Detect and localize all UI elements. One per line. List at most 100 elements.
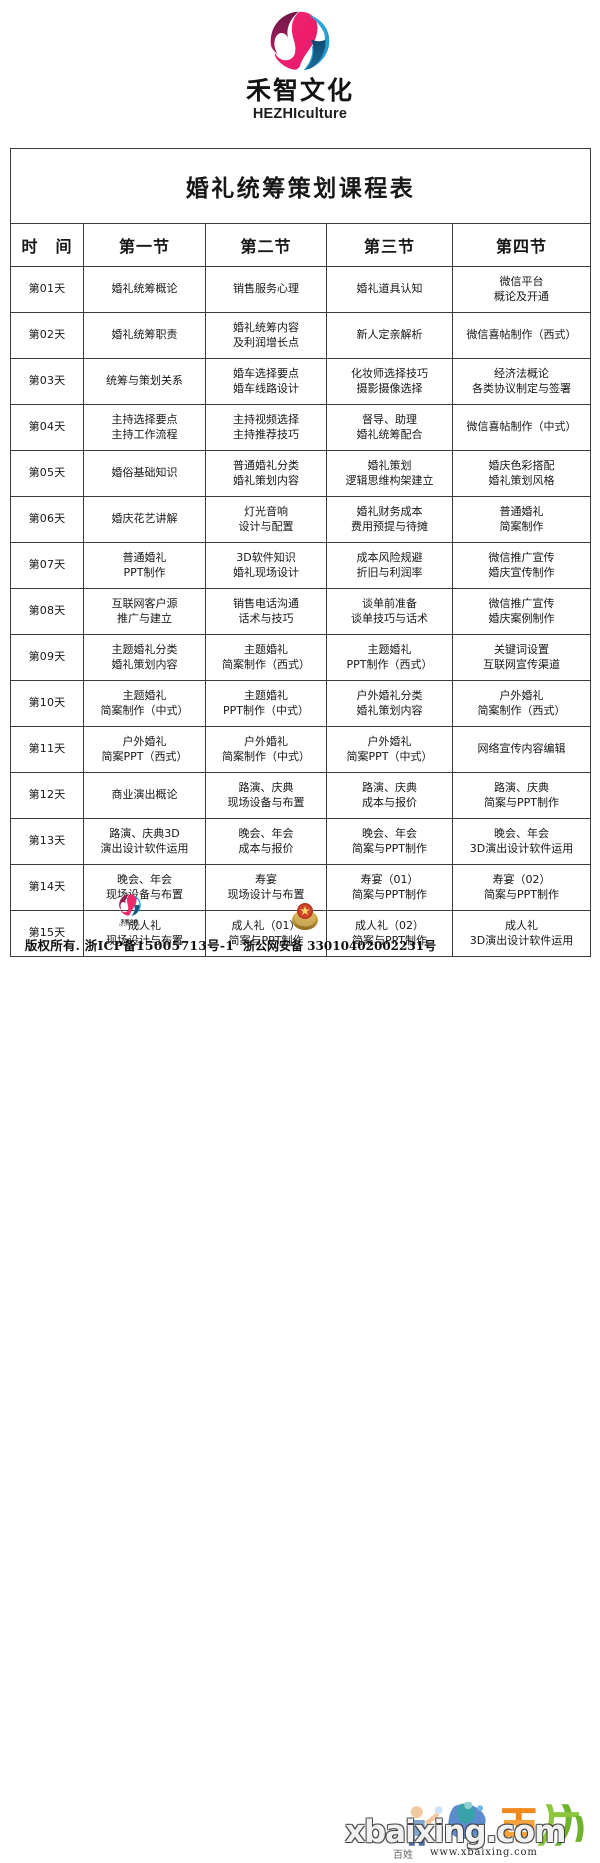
course-cell-text: 婚庆花艺讲解 [111,512,178,526]
course-cell: 路演、庆典 现场设备与布置 [205,772,327,819]
course-cell: 婚礼道具认知 [326,266,453,313]
copyright-text: 版权所有. 浙ICP备15005713号-1 [24,938,235,954]
course-cell-text: 婚礼统筹职责 [111,328,178,342]
course-cell: 路演、庆典 简案与PPT制作 [452,772,591,819]
course-cell-text: 婚礼统筹内容 及利润增长点 [233,320,299,349]
watermark-cn-label: 百姓 [393,1850,413,1861]
table-row: 第07天 普通婚礼 PPT制作 3D软件知识 婚礼现场设计 成本风险规避 折旧与利润率… [10,542,591,589]
course-cell-text: 成人礼（02） 简案与PPT制作 [352,918,427,947]
course-cell-text: 商业演出概论 [111,788,178,802]
table-row: 第13天 路演、庆典3D 演出设计软件运用 晚会、年会 成本与报价 晚会、年会 简案与… [10,818,591,865]
day-label: 第06天 [10,496,84,543]
course-cell-text: 普通婚礼 PPT制作 [122,550,167,579]
day-label: 第07天 [10,542,84,589]
course-cell: 普通婚礼分类 婚礼策划内容 [205,450,327,497]
course-cell: 寿宴（01） 简案与PPT制作 [326,864,453,911]
course-cell-text: 主持选择要点 主持工作流程 [111,412,178,441]
course-cell: 主题婚礼 简案制作（中式） [83,680,206,727]
course-cell: 户外婚礼 简案制作（中式） [205,726,327,773]
course-cell-text: 寿宴（02） 简案与PPT制作 [484,872,559,901]
course-cell-text: 互联网客户源 推广与建立 [111,596,178,625]
course-cell-text: 婚礼道具认知 [356,282,423,296]
table-row: 第06天 婚庆花艺讲解 灯光音响 设计与配置 婚礼财务成本 费用预提与待摊 普通婚礼 简… [10,496,591,543]
course-schedule-sheet: 婚礼统筹策划课程表 时 间第一节 第二节 第三节 第四节 第01天 婚礼统筹概论 销售服务心… [10,148,591,957]
course-cell: 婚庆花艺讲解 [83,496,206,543]
table-row: 第10天 主题婚礼 简案制作（中式） 主题婚礼 PPT制作（中式） 户外婚礼分类 婚礼… [10,680,591,727]
course-cell: 灯光音响 设计与配置 [205,496,327,543]
course-cell: 经济法概论 各类协议制定与签署 [452,358,591,405]
table-row: 第15天 成人礼 现场设计与布置 成人礼（01） 简案与PPT制作 成人礼（02） 简… [10,910,591,957]
course-cell: 婚礼统筹内容 及利润增长点 [205,312,327,359]
course-cell-text: 微信喜帖制作（西式） [466,328,577,342]
brand-name-cn: 禾智文化 [245,76,354,105]
footer-logo-name-cn: 禾智文化 [120,919,139,924]
course-cell-text: 晚会、年会 简案与PPT制作 [352,826,427,855]
course-cell-text: 网络宣传内容编辑 [477,742,566,756]
course-cell-text: 户外婚礼 简案PPT（中式） [346,734,433,763]
course-cell: 互联网客户源 推广与建立 [83,588,206,635]
course-cell: 户外婚礼 简案PPT（西式） [83,726,206,773]
hezhi-swirl-logo-icon [117,892,143,918]
course-cell-text: 主题婚礼 简案制作（中式） [100,688,189,717]
day-label: 第03天 [10,358,84,405]
course-cell: 婚俗基础知识 [83,450,206,497]
course-cell-text: 主题婚礼 PPT制作（西式） [346,642,433,671]
course-cell: 化妆师选择技巧 摄影摄像选择 [326,358,453,405]
course-cell: 主题婚礼 PPT制作（西式） [326,634,453,681]
site-watermark: 百姓 xbaixing.com www.xbaixing.com [345,1802,595,1863]
day-label: 第12天 [10,772,84,819]
course-cell: 晚会、年会 简案与PPT制作 [326,818,453,865]
day-label: 第14天 [10,864,84,911]
table-row: 第03天 统筹与策划关系 婚车选择要点 婚车线路设计 化妆师选择技巧 摄影摄像选择 经济… [10,358,591,405]
course-cell-text: 路演、庆典 现场设备与布置 [227,780,305,809]
course-cell: 微信喜帖制作（西式） [452,312,591,359]
table-row: 第11天 户外婚礼 简案PPT（西式） 户外婚礼 简案制作（中式） 户外婚礼 简案PP… [10,726,591,773]
day-label: 第13天 [10,818,84,865]
day-label: 第02天 [10,312,84,359]
course-cell: 微信平台 概论及开通 [452,266,591,313]
course-cell-text: 微信平台 概论及开通 [494,274,549,303]
course-cell: 婚车选择要点 婚车线路设计 [205,358,327,405]
course-cell: 成人礼 3D演出设计软件运用 [452,910,591,957]
course-cell-text: 寿宴（01） 简案与PPT制作 [352,872,427,901]
brand-name-en: HEZHIculture [252,106,348,122]
course-cell-text: 主题婚礼 PPT制作（中式） [223,688,309,717]
footer-police-block: 浙公网安备 33010402002231号 [243,900,436,953]
table-header-row: 时 间第一节 第二节 第三节 第四节 [10,223,591,267]
hezhi-swirl-logo-icon [264,6,336,76]
table-row: 第09天 主题婚礼分类 婚礼策划内容 主题婚礼 简案制作（西式） 主题婚礼 PPT制作… [10,634,591,681]
course-cell: 督导、助理 婚礼统筹配合 [326,404,453,451]
course-cell: 主持选择要点 主持工作流程 [83,404,206,451]
course-cell: 网络宣传内容编辑 [452,726,591,773]
course-cell-text: 谈单前准备 谈单技巧与话术 [351,596,428,625]
course-cell: 普通婚礼 简案制作 [452,496,591,543]
day-label: 第10天 [10,680,84,727]
course-cell-text: 婚礼财务成本 费用预提与待摊 [351,504,428,533]
course-cell: 主题婚礼 简案制作（西式） [205,634,327,681]
course-cell-text: 统筹与策划关系 [106,374,183,388]
course-cell: 销售电话沟通 话术与技巧 [205,588,327,635]
day-label: 第05天 [10,450,84,497]
course-cell: 主题婚礼分类 婚礼策划内容 [83,634,206,681]
course-cell: 普通婚礼 PPT制作 [83,542,206,589]
course-cell: 成本风险规避 折旧与利润率 [326,542,453,589]
course-cell: 成人礼（02） 简案与PPT制作 [326,910,453,957]
course-cell-text: 路演、庆典 简案与PPT制作 [484,780,559,809]
course-cell-text: 主持视频选择 主持推荐技巧 [233,412,299,441]
course-cell: 婚礼策划 逻辑思维构架建立 [326,450,453,497]
table-row: 第02天 婚礼统筹职责 婚礼统筹内容 及利润增长点 新人定亲解析 微信喜帖制作（西式） [10,312,591,359]
course-cell-text: 婚车选择要点 婚车线路设计 [233,366,299,395]
course-cell-text: 成人礼 现场设计与布置 [106,918,183,947]
course-cell: 主题婚礼 PPT制作（中式） [205,680,327,727]
course-cell: 寿宴（02） 简案与PPT制作 [452,864,591,911]
course-cell-text: 婚庆色彩搭配 婚礼策划风格 [488,458,555,487]
course-cell-text: 婚俗基础知识 [111,466,178,480]
course-table: 婚礼统筹策划课程表 时 间第一节 第二节 第三节 第四节 第01天 婚礼统筹概论 销售服务心… [10,148,591,957]
brand-header: 禾智文化 HEZHIculture [0,0,600,122]
watermark-wordmark: xbaixing.com [345,1814,566,1850]
course-cell-text: 成人礼（01） 简案与PPT制作 [228,918,304,947]
course-cell-text: 路演、庆典3D 演出设计软件运用 [100,826,189,855]
course-cell: 户外婚礼分类 婚礼策划内容 [326,680,453,727]
course-cell-text: 户外婚礼 简案PPT（西式） [101,734,188,763]
day-label: 第15天 [10,910,84,957]
